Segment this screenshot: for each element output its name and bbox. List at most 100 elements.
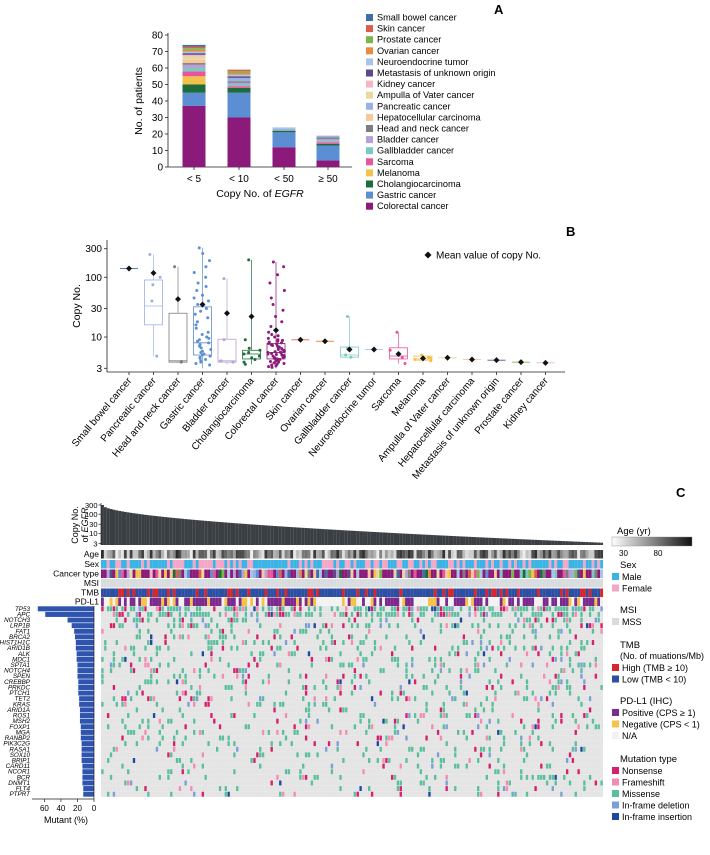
c-mutation-cell (408, 617, 411, 623)
c-mutation-cell (319, 628, 322, 634)
c-mutation-cell (259, 634, 262, 640)
c-mutation-cell (574, 611, 577, 617)
c-track-cell (422, 560, 426, 569)
c-mutation-cell (141, 679, 144, 685)
c-track-cell (600, 550, 604, 559)
c-mutation-cell (104, 696, 107, 702)
c-mutation-cell (276, 645, 279, 651)
c-mutation-cell (247, 690, 250, 696)
c-track-cell (275, 560, 279, 569)
c-mutation-cell (399, 651, 402, 657)
c-track-cell (316, 597, 320, 606)
b-point (173, 265, 177, 269)
c-track-cell (559, 597, 563, 606)
c-track-cell (310, 579, 314, 588)
c-track-cell (379, 597, 383, 606)
c-copy-bar (227, 522, 231, 545)
c-mutation-cell (316, 668, 319, 674)
a-legend-label: Ovarian cancer (377, 46, 439, 56)
c-track-cell (405, 550, 408, 559)
c-track-cell (577, 588, 581, 597)
c-track-cell (152, 550, 156, 559)
c-copy-bar (304, 528, 308, 545)
c-track-cell (258, 588, 262, 597)
c-mutation-cell (201, 696, 205, 702)
c-track-cell (582, 588, 586, 597)
c-mutation-cell (336, 707, 339, 713)
c-mutation-cell (525, 611, 529, 617)
b-point (273, 335, 277, 339)
c-track-cell (362, 579, 365, 588)
c-track-cell (557, 550, 561, 559)
c-mutation-cell (431, 606, 434, 612)
c-track-cell (350, 588, 354, 597)
c-mutation-cell (568, 684, 572, 690)
c-mutation-cell (284, 696, 288, 702)
c-mutation-cell (207, 701, 210, 707)
c-mutation-cell (419, 662, 423, 668)
c-mutation-cell (471, 623, 474, 629)
c-mutation-cell (422, 662, 425, 668)
c-track-cell (531, 588, 535, 597)
c-mutation-cell (307, 611, 311, 617)
c-mutation-cell (370, 679, 374, 685)
c-mutation-cell (178, 656, 182, 662)
c-mutation-cell (324, 701, 328, 707)
b-point (196, 303, 200, 307)
c-track-cell (212, 550, 216, 559)
c-copy-bar (278, 526, 282, 545)
c-track-cell (410, 579, 414, 588)
c-mutation-cell (259, 662, 262, 668)
c-mutation-cell (141, 701, 144, 707)
c-track-cell (465, 588, 469, 597)
c-copy-bar (169, 517, 173, 545)
c-track-cell (416, 569, 420, 578)
c-mutation-cell (347, 684, 351, 690)
c-mutation-cell (543, 634, 546, 640)
c-mutation-cell (502, 701, 506, 707)
c-mutation-cell (276, 634, 279, 640)
c-mutation-cell (296, 673, 299, 679)
c-mutation-cell (390, 640, 394, 645)
c-mutation-cell (382, 617, 385, 623)
c-mutation-cell (485, 684, 489, 690)
c-mutation-cell (362, 690, 365, 696)
c-mutation-cell (436, 656, 440, 662)
c-mutation-cell (390, 606, 394, 612)
c-mutation-cell (193, 640, 196, 645)
c-mutation-cell (368, 623, 371, 629)
c-mutation-cell (382, 707, 385, 713)
c-mutation-cell (287, 656, 291, 662)
c-track-cell (376, 588, 380, 597)
c-mutation-cell (138, 628, 141, 634)
c-mutation-cell (121, 645, 124, 651)
c-track-cell (347, 550, 351, 559)
c-mutation-cell (565, 662, 569, 668)
c-mutation-cell (462, 606, 466, 612)
c-track-cell (149, 569, 153, 578)
c-mutation-cell (304, 606, 308, 612)
c-mutation-cell (293, 707, 296, 713)
b-point (243, 338, 247, 342)
c-track-cell (123, 579, 127, 588)
c-mutation-cell (253, 606, 256, 612)
c-mutation-cell (508, 651, 511, 657)
c-mutation-cell (112, 684, 116, 690)
c-track-cell (284, 569, 288, 578)
c-mutation-cell (299, 707, 302, 713)
c-mutation-cell (187, 673, 190, 679)
c-mutation-cell (554, 611, 557, 617)
c-mutation-cell (565, 634, 569, 640)
c-mutation-cell (170, 701, 173, 707)
c-track-cell (445, 579, 449, 588)
c-mutation-cell (385, 645, 388, 651)
c-mutation-cell (230, 673, 233, 679)
c-mutation-cell (210, 651, 213, 657)
c-track-cell (210, 569, 213, 578)
c-mutation-cell (342, 679, 345, 685)
c-mutation-cell (299, 662, 302, 668)
c-track-cell (207, 597, 211, 606)
c-mutation-cell (557, 651, 560, 657)
c-track-cell (106, 560, 110, 569)
c-mutation-cell (135, 690, 139, 696)
